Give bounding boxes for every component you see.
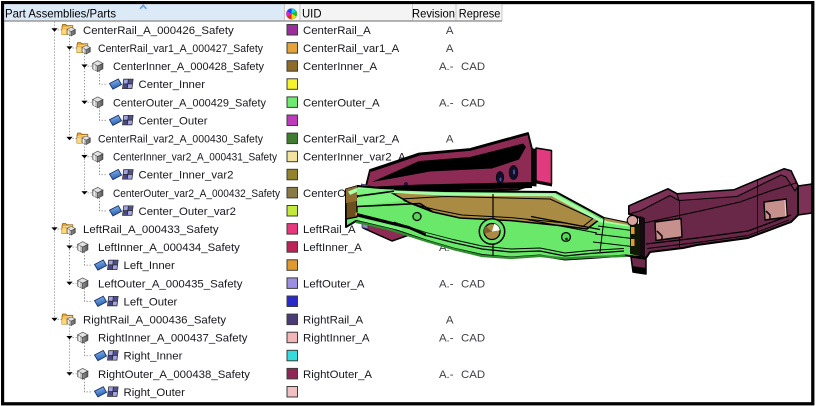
svg-text:LeftInner_A_000434_Safety: LeftInner_A_000434_Safety <box>98 242 240 254</box>
svg-text:A.-: A.- <box>439 61 454 73</box>
svg-text:A: A <box>446 134 454 146</box>
svg-text:A.-: A.- <box>439 97 454 109</box>
svg-text:A: A <box>446 315 454 327</box>
svg-text:CenterInner_var2_A_000431_Safe: CenterInner_var2_A_000431_Safety <box>113 152 277 164</box>
svg-text:CAD: CAD <box>461 333 485 345</box>
svg-text:LeftInner_A: LeftInner_A <box>303 242 362 254</box>
svg-text:RightRail_A_000436_Safety: RightRail_A_000436_Safety <box>83 315 226 327</box>
svg-text:Represe: Represe <box>459 7 501 21</box>
svg-text:LeftOuter_A: LeftOuter_A <box>303 278 365 290</box>
svg-text:CenterOuter_var2_A_000432_Safe: CenterOuter_var2_A_000432_Safety <box>113 188 280 200</box>
svg-text:Center_Inner_var2: Center_Inner_var2 <box>139 170 234 182</box>
svg-text:RightRail_A: RightRail_A <box>303 315 364 327</box>
svg-text:CenterInner_var2_A: CenterInner_var2_A <box>303 152 406 164</box>
svg-text:A.-: A.- <box>439 333 454 345</box>
svg-text:Left_Outer: Left_Outer <box>124 296 178 308</box>
svg-text:CAD: CAD <box>461 61 485 73</box>
svg-text:CenterRail_A_000426_Safety: CenterRail_A_000426_Safety <box>83 25 234 37</box>
svg-text:CenterRail_var2_A_000430_Safet: CenterRail_var2_A_000430_Safety <box>98 134 263 146</box>
svg-text:Right_Outer: Right_Outer <box>124 387 186 399</box>
svg-text:Part Assemblies/Parts: Part Assemblies/Parts <box>5 7 116 21</box>
svg-text:LeftOuter_A_000435_Safety: LeftOuter_A_000435_Safety <box>98 278 243 290</box>
svg-text:Left_Inner: Left_Inner <box>124 260 176 272</box>
svg-text:Center_Outer_var2: Center_Outer_var2 <box>139 206 237 218</box>
svg-text:CenterRail_var1_A_000427_Safet: CenterRail_var1_A_000427_Safety <box>98 43 263 55</box>
svg-text:CenterRail_var1_A: CenterRail_var1_A <box>303 43 400 55</box>
svg-text:A: A <box>446 25 454 37</box>
svg-text:A.-: A.- <box>439 369 454 381</box>
svg-text:CenterOuter_A: CenterOuter_A <box>303 97 380 109</box>
svg-text:UID: UID <box>302 7 322 21</box>
svg-text:CenterRail_var2_A: CenterRail_var2_A <box>303 134 400 146</box>
svg-text:LeftRail_A_000433_Safety: LeftRail_A_000433_Safety <box>83 224 219 236</box>
svg-text:RightOuter_A_000438_Safety: RightOuter_A_000438_Safety <box>98 369 250 381</box>
svg-text:Revision: Revision <box>412 7 455 21</box>
svg-text:A.-: A.- <box>439 278 454 290</box>
svg-text:CAD: CAD <box>461 97 485 109</box>
svg-text:RightOuter_A: RightOuter_A <box>303 369 372 381</box>
svg-text:CenterInner_A_000428_Safety: CenterInner_A_000428_Safety <box>113 61 264 73</box>
svg-text:CenterOuter_A_000429_Safety: CenterOuter_A_000429_Safety <box>113 97 266 109</box>
svg-text:Center_Outer: Center_Outer <box>139 115 208 127</box>
svg-text:LeftRail_A: LeftRail_A <box>303 224 356 236</box>
svg-text:CenterRail_A: CenterRail_A <box>303 25 371 37</box>
svg-text:CAD: CAD <box>461 369 485 381</box>
svg-text:RightInner_A_000437_Safety: RightInner_A_000437_Safety <box>98 333 248 345</box>
svg-text:Right_Inner: Right_Inner <box>124 351 183 363</box>
svg-text:A: A <box>446 43 454 55</box>
svg-text:CenterInner_A: CenterInner_A <box>303 61 377 73</box>
svg-text:RightInner_A: RightInner_A <box>303 333 370 345</box>
svg-text:Center_Inner: Center_Inner <box>139 79 206 91</box>
svg-text:CAD: CAD <box>461 278 485 290</box>
